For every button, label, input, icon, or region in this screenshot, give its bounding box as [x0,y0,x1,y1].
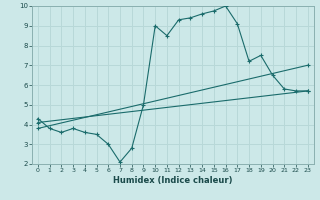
X-axis label: Humidex (Indice chaleur): Humidex (Indice chaleur) [113,176,233,185]
